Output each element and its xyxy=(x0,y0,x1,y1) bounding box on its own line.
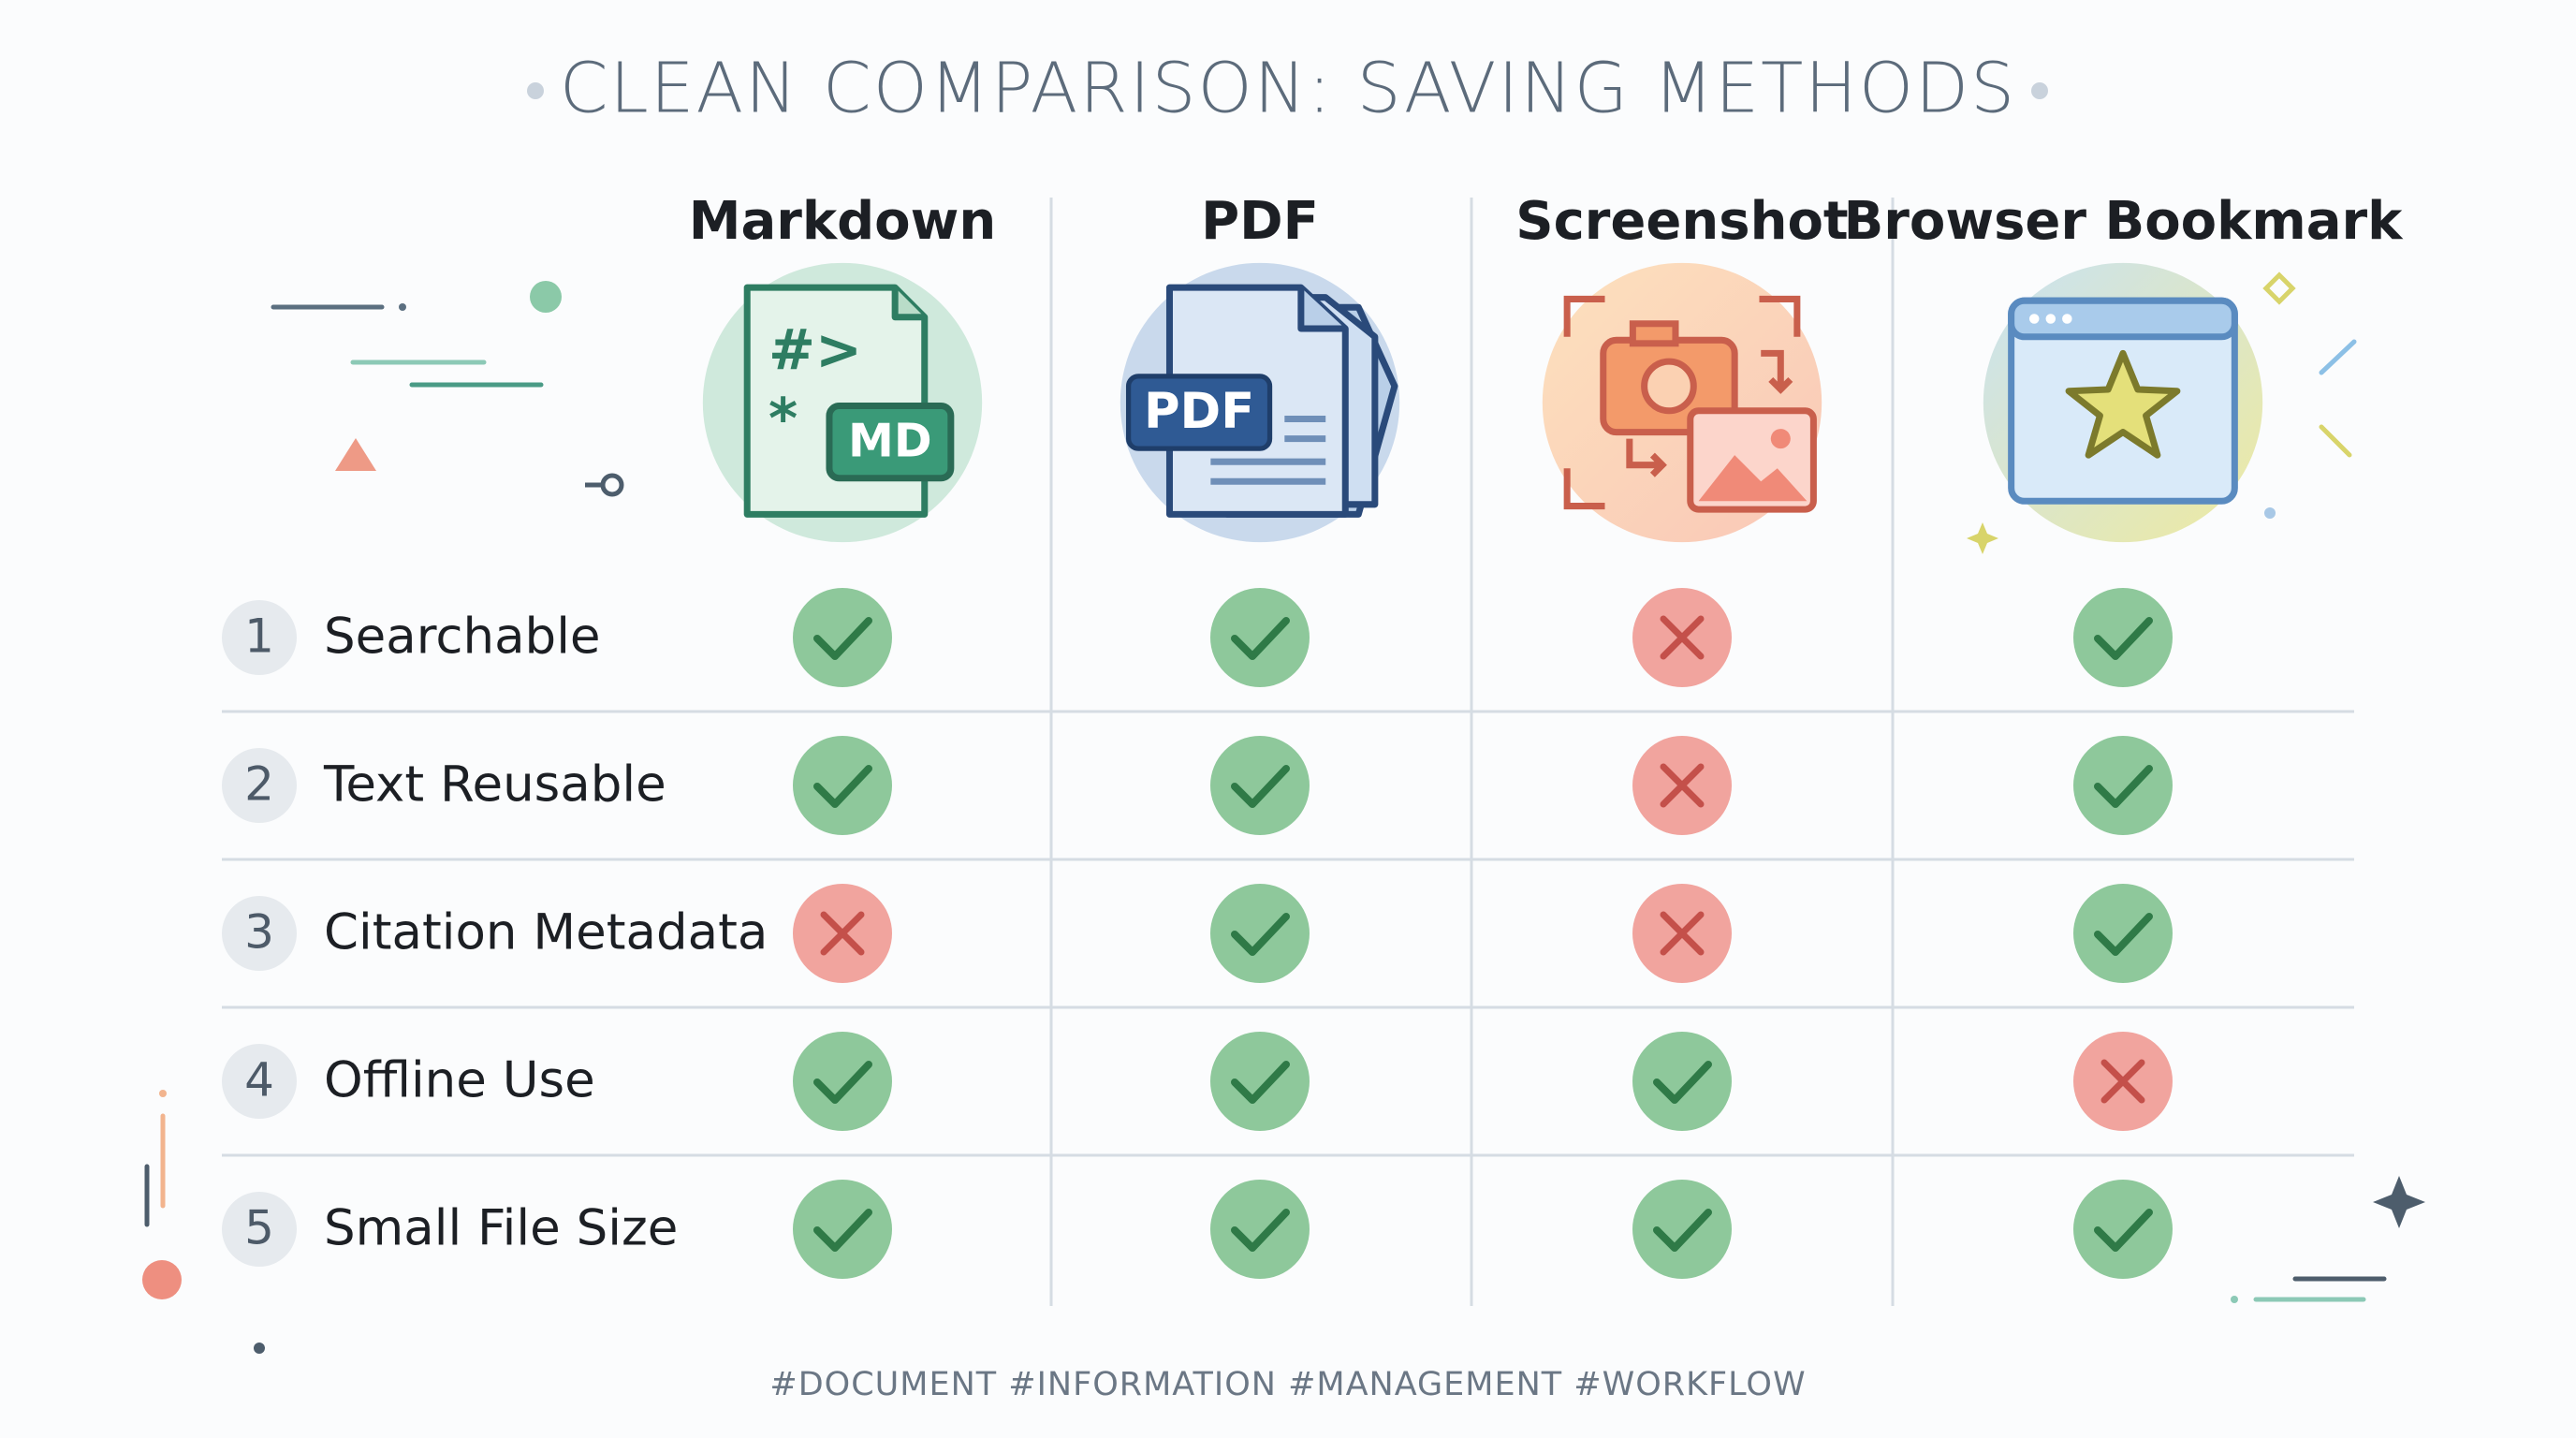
decorations xyxy=(142,271,2425,1354)
icon-circle xyxy=(2073,588,2173,687)
cross-mark xyxy=(2100,1059,2145,1104)
cross-mark xyxy=(820,911,865,956)
row-number-badge xyxy=(222,1192,297,1267)
check-icon xyxy=(1210,1032,1310,1131)
icon-circle xyxy=(793,588,892,687)
icon-circle xyxy=(1210,588,1310,687)
icon-label: MD xyxy=(848,413,932,467)
table-grid xyxy=(222,198,2354,1306)
row-number-badge xyxy=(222,896,297,971)
icon-circle xyxy=(1632,1032,1732,1131)
cross-icon xyxy=(1632,588,1732,687)
row-number: 5 xyxy=(244,1201,274,1255)
icon-label: PDF xyxy=(1144,383,1254,440)
icon-circle xyxy=(2073,884,2173,983)
pdf-icon: PDF xyxy=(1120,262,1400,543)
column-header: Screenshot xyxy=(1515,191,1848,252)
icon-circle xyxy=(2073,1180,2173,1279)
screenshot-icon xyxy=(1542,262,1822,543)
title-dot xyxy=(527,82,544,99)
footer: #DOCUMENT #INFORMATION #MANAGEMENT #WORK… xyxy=(769,1366,1806,1403)
check-mark xyxy=(2094,617,2153,660)
check-icon xyxy=(793,1180,892,1279)
check-mark xyxy=(1231,1061,1290,1104)
check-icon xyxy=(2073,1180,2173,1279)
check-mark xyxy=(2094,765,2153,808)
icon-circle xyxy=(1210,736,1310,835)
icon-circle xyxy=(2073,736,2173,835)
check-mark xyxy=(1653,1061,1712,1104)
cross-icon xyxy=(2073,1032,2173,1131)
row-number-badge xyxy=(222,1044,297,1119)
row-label: Offline Use xyxy=(324,1052,595,1109)
icon-circle xyxy=(1632,1180,1732,1279)
cross-icon xyxy=(1632,736,1732,835)
check-mark xyxy=(1231,913,1290,956)
icon-circle xyxy=(793,1180,892,1279)
row-label: Small File Size xyxy=(324,1200,678,1257)
check-icon xyxy=(1632,1180,1732,1279)
check-mark xyxy=(813,1209,872,1252)
check-icon xyxy=(793,736,892,835)
check-mark xyxy=(2094,913,2153,956)
check-icon xyxy=(793,588,892,687)
column-header: Markdown xyxy=(689,191,997,252)
cross-mark xyxy=(1660,911,1705,956)
check-icon xyxy=(2073,884,2173,983)
check-icon xyxy=(2073,588,2173,687)
icon-circle xyxy=(793,1032,892,1131)
row-label: Citation Metadata xyxy=(324,904,768,961)
cross-icon xyxy=(793,884,892,983)
icon-circle xyxy=(1210,1180,1310,1279)
check-mark xyxy=(1231,617,1290,660)
cross-mark xyxy=(1660,763,1705,808)
icon-circle xyxy=(1210,884,1310,983)
row-number-badge xyxy=(222,748,297,823)
bookmark-icon xyxy=(1983,262,2263,543)
check-mark xyxy=(813,1061,872,1104)
cross-icon xyxy=(1632,884,1732,983)
svg-text:#>: #> xyxy=(768,318,862,383)
check-icon xyxy=(1210,736,1310,835)
check-mark xyxy=(2094,1209,2153,1252)
check-mark xyxy=(1653,1209,1712,1252)
check-mark xyxy=(1231,765,1290,808)
column-header: PDF xyxy=(1201,191,1319,252)
title-dot xyxy=(2031,82,2048,99)
svg-text:*: * xyxy=(768,388,798,452)
check-mark xyxy=(813,617,872,660)
title: CLEAN COMPARISON: SAVING METHODS xyxy=(560,49,2016,129)
row-number: 4 xyxy=(244,1053,274,1108)
row-number: 3 xyxy=(244,905,274,960)
check-icon xyxy=(2073,736,2173,835)
check-mark xyxy=(813,765,872,808)
column-header: Browser Bookmark xyxy=(1844,191,2405,252)
markdown-icon: #> * MD xyxy=(702,262,983,543)
icon-circle xyxy=(793,736,892,835)
check-icon xyxy=(1632,1032,1732,1131)
icon-circle xyxy=(1210,1032,1310,1131)
row-number: 1 xyxy=(244,609,274,664)
row-label: Searchable xyxy=(324,609,601,666)
check-icon xyxy=(1210,588,1310,687)
cross-mark xyxy=(1660,615,1705,660)
row-label: Text Reusable xyxy=(323,756,666,814)
check-icon xyxy=(793,1032,892,1131)
check-mark xyxy=(1231,1209,1290,1252)
check-icon xyxy=(1210,1180,1310,1279)
row-number-badge xyxy=(222,600,297,675)
check-icon xyxy=(1210,884,1310,983)
row-number: 2 xyxy=(244,757,274,812)
